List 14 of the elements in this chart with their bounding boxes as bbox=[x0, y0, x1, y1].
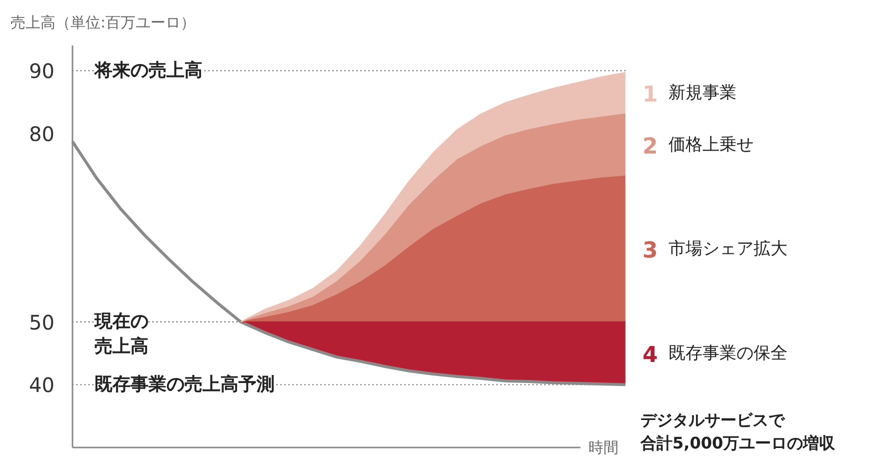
ref-line-label: 既存事業の売上高予測 bbox=[94, 374, 274, 396]
series-label: 1 新規事業 bbox=[642, 82, 736, 108]
y-tick-label: 40 bbox=[29, 373, 55, 398]
series-label: 2 価格上乗せ bbox=[642, 134, 754, 160]
y-tick-label: 50 bbox=[29, 310, 55, 334]
y-axis-title: 売上高（単位:百万ユーロ） bbox=[10, 14, 196, 32]
y-tick-label: 90 bbox=[29, 59, 55, 84]
ref-line-label: 現在の売上高 bbox=[94, 310, 148, 357]
ref-line-label: 将来の売上高 bbox=[94, 60, 202, 82]
text: 3 市場シェア拡大 bbox=[642, 238, 788, 264]
text: デジタルサービスで合計5,000万ユーロの増収 bbox=[640, 410, 836, 452]
series-label: 4 既存事業の保全 bbox=[642, 342, 788, 368]
y-tick-label: 80 bbox=[29, 122, 55, 146]
x-axis-title: 時間 bbox=[588, 438, 618, 456]
